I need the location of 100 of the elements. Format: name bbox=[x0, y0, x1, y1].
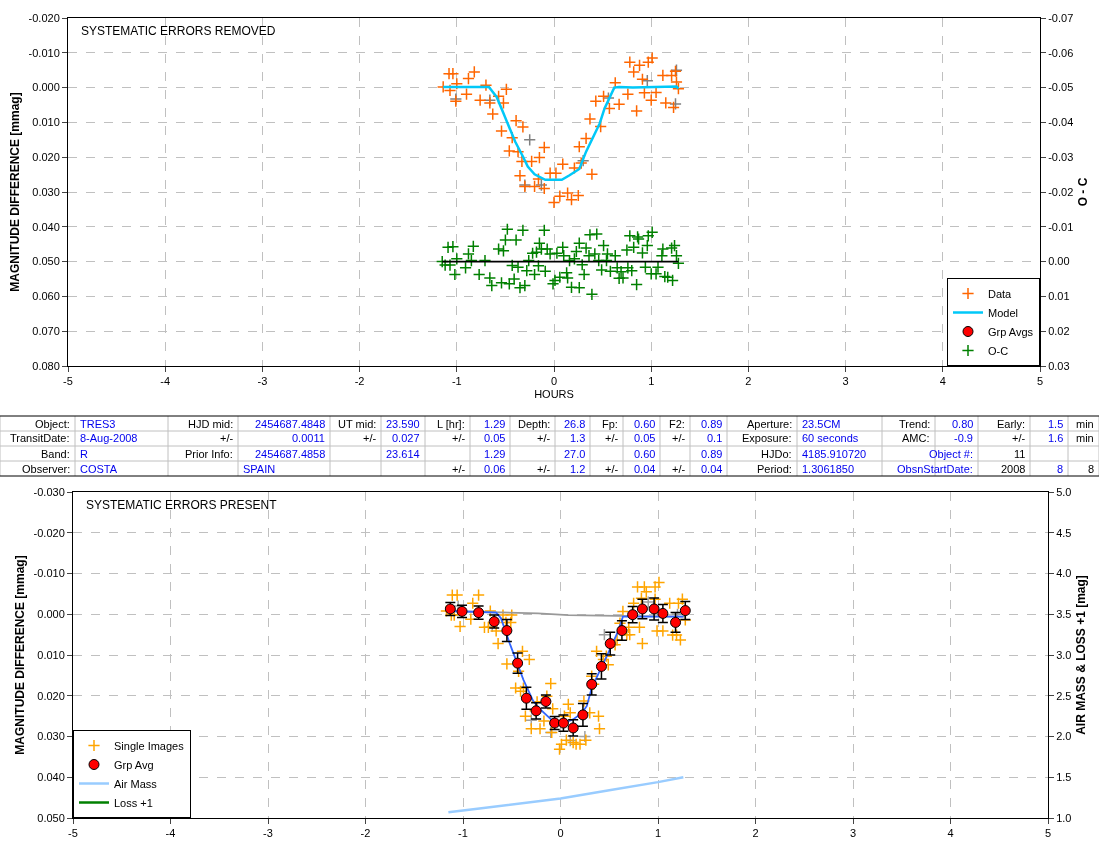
text: ObsnStartDate: bbox=[897, 463, 973, 475]
text: 0.05 bbox=[484, 432, 506, 444]
text: 0.027 bbox=[392, 432, 420, 444]
text: 1.29 bbox=[484, 448, 506, 460]
text: 2454687.4858 bbox=[255, 448, 326, 460]
text: 27.0 bbox=[564, 448, 586, 460]
legend-label: Grp Avgs bbox=[988, 325, 1034, 338]
text: Period: bbox=[757, 463, 792, 475]
text: min bbox=[1076, 418, 1094, 430]
y-tick-label: 0.000 bbox=[32, 81, 60, 94]
text: 23.614 bbox=[386, 448, 420, 460]
y-tick-label: 0.020 bbox=[32, 151, 60, 164]
x-tick-label: 4 bbox=[939, 375, 946, 388]
text: Aperture: bbox=[747, 418, 793, 430]
y-tick-label: 0.080 bbox=[32, 359, 60, 372]
text: Exposure: bbox=[742, 432, 792, 444]
x-axis-title: HOURS bbox=[534, 388, 574, 401]
text: L [hr]: bbox=[437, 418, 465, 430]
text: Fp: bbox=[602, 418, 618, 430]
y-tick-label: 0.020 bbox=[37, 689, 65, 702]
legend-label: Loss +1 bbox=[114, 796, 153, 809]
y2-tick-label: 1.5 bbox=[1056, 771, 1072, 784]
text: HJD mid: bbox=[188, 418, 234, 430]
text: TRES3 bbox=[80, 418, 116, 430]
x-tick-label: 5 bbox=[1044, 827, 1052, 840]
text: F2: bbox=[669, 418, 685, 430]
text: 11 bbox=[1014, 448, 1026, 460]
text: +/- bbox=[452, 432, 466, 444]
text: 0.06 bbox=[484, 463, 506, 475]
text: 8-Aug-2008 bbox=[80, 432, 138, 444]
text: TransitDate: bbox=[10, 432, 70, 444]
y2-tick-label: -0.06 bbox=[1048, 46, 1074, 59]
x-tick-label: -2 bbox=[354, 375, 365, 388]
text: 1.3 bbox=[570, 432, 586, 444]
y-axis-title: MAGNITUDE DIFFERENCE [mmag] bbox=[12, 555, 27, 755]
text: +/- bbox=[672, 463, 686, 475]
text: SPAIN bbox=[243, 463, 276, 475]
text: 8 bbox=[1088, 463, 1095, 475]
text: 2454687.4848 bbox=[255, 418, 326, 430]
x-tick-label: 2 bbox=[745, 375, 752, 388]
text: 0.89 bbox=[701, 448, 723, 460]
y-tick-label: 0.000 bbox=[37, 608, 65, 621]
text: Trend: bbox=[899, 418, 931, 430]
text: 1.3061850 bbox=[802, 463, 854, 475]
y2-tick-label: 5.0 bbox=[1056, 485, 1072, 498]
x-tick-label: -4 bbox=[160, 375, 171, 388]
y2-tick-label: -0.04 bbox=[1048, 116, 1074, 129]
y2-tick-label: 3.5 bbox=[1056, 608, 1072, 621]
text: min bbox=[1076, 432, 1094, 444]
y-tick-label: 0.010 bbox=[32, 116, 60, 129]
y-tick-label: -0.020 bbox=[33, 526, 65, 539]
text: +/- bbox=[452, 463, 466, 475]
text: 0.89 bbox=[701, 418, 723, 430]
y-tick-label: 0.030 bbox=[32, 185, 60, 198]
text: +/- bbox=[1012, 432, 1026, 444]
y2-tick-label: 0.02 bbox=[1048, 325, 1070, 338]
text: 1.29 bbox=[484, 418, 506, 430]
text: 0.60 bbox=[634, 418, 656, 430]
text: 26.8 bbox=[564, 418, 586, 430]
legend-label: Model bbox=[988, 306, 1018, 319]
text: 4185.910720 bbox=[802, 448, 867, 460]
y2-tick-label: -0.05 bbox=[1048, 81, 1074, 94]
y2-tick-label: 0.00 bbox=[1048, 255, 1070, 268]
y-tick-label: -0.030 bbox=[33, 485, 65, 498]
x-tick-label: 2 bbox=[752, 827, 759, 840]
text: 1.5 bbox=[1048, 418, 1064, 430]
y-tick-label: -0.020 bbox=[28, 11, 60, 24]
text: Depth: bbox=[518, 418, 551, 430]
legend-label: O-C bbox=[988, 344, 1009, 357]
y2-tick-label: 2.0 bbox=[1056, 730, 1072, 743]
text: 60 seconds bbox=[802, 432, 859, 444]
text: Band: bbox=[41, 448, 70, 460]
x-tick-label: 3 bbox=[842, 375, 849, 388]
text: +/- bbox=[537, 432, 551, 444]
text: 0.60 bbox=[634, 448, 656, 460]
y2-axis-title: O - C bbox=[1076, 177, 1091, 207]
y-tick-label: -0.010 bbox=[28, 46, 60, 59]
x-tick-label: 4 bbox=[947, 827, 954, 840]
text: Object: bbox=[35, 418, 70, 430]
x-tick-label: 1 bbox=[654, 827, 662, 840]
text: +/- bbox=[363, 432, 377, 444]
text: 1.2 bbox=[570, 463, 586, 475]
text: R bbox=[80, 448, 88, 460]
y2-axis-title: AIR MASS & LOSS +1 [mag] bbox=[1074, 575, 1089, 735]
x-tick-label: -3 bbox=[263, 827, 273, 840]
text: 1.6 bbox=[1048, 432, 1064, 444]
text: SYSTEMATIC ERRORS PRESENT bbox=[86, 498, 278, 512]
text: 2008 bbox=[1001, 463, 1026, 475]
text: 0.05 bbox=[634, 432, 656, 444]
y-tick-label: 0.040 bbox=[37, 771, 65, 784]
y2-tick-label: 0.01 bbox=[1048, 290, 1070, 303]
legend-label: Grp Avg bbox=[114, 758, 154, 771]
text: Early: bbox=[997, 418, 1026, 430]
x-tick-label: -1 bbox=[451, 375, 462, 388]
x-tick-label: 5 bbox=[1036, 375, 1044, 388]
text: +/- bbox=[605, 432, 619, 444]
text: UT mid: bbox=[338, 418, 377, 430]
text: 8 bbox=[1057, 463, 1064, 475]
text: Object #: bbox=[929, 448, 974, 460]
text: 0.1 bbox=[707, 432, 723, 444]
